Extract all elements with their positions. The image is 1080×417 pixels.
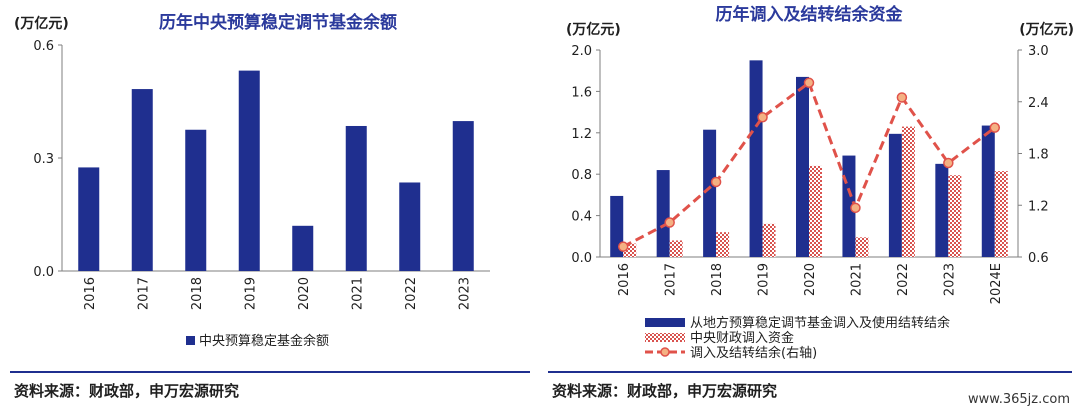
left-y-tick-label: 0.3	[33, 152, 54, 167]
left-legend-swatch	[186, 336, 195, 345]
left-bar-2016	[78, 167, 100, 271]
right-bar-local-2017	[656, 170, 670, 257]
left-plot-area: 0.0 0.3 0.6 2016 2017 2018 2019 2020 2021 2022 202…	[33, 39, 490, 310]
right-legend-swatch-pattern	[645, 333, 685, 342]
right-total-marker-2017	[664, 217, 675, 228]
right-x-tick-label: 2022	[896, 263, 911, 296]
left-x-tick-label: 2021	[350, 277, 365, 310]
left-x-tick-label: 2019	[243, 277, 258, 310]
right-y-tick-label: 1.6	[571, 85, 592, 100]
right-bar-central-2017	[669, 240, 683, 257]
right-legend-label-2: 中央财政调入资金	[690, 330, 794, 346]
right-y2-tick-label: 1.8	[1028, 148, 1049, 163]
right-bar-central-2020	[809, 165, 822, 257]
left-legend-label: 中央预算稳定基金余额	[199, 333, 329, 349]
right-legend-label-1: 从地方预算稳定调节基金调入及使用结转结余	[690, 315, 950, 331]
right-x-tick-label: 2024E	[989, 263, 1004, 304]
right-total-marker-2019	[757, 112, 768, 123]
right-x-tick-label: 2016	[617, 263, 632, 296]
right-total-marker-2020	[803, 77, 815, 89]
right-legend-swatch-marker	[660, 347, 670, 357]
right-legend-label-3: 调入及结转结余(右轴)	[690, 345, 817, 361]
right-x-tick-label: 2021	[849, 263, 864, 296]
left-bar-2022	[399, 182, 421, 271]
right-total-line	[622, 80, 996, 248]
left-bar-2017	[131, 89, 153, 271]
left-x-tick-label: 2016	[83, 277, 98, 310]
right-bar-central-2022	[901, 126, 915, 257]
right-bar-local-2024E	[981, 125, 995, 258]
left-chart-title: 历年中央预算稳定调节基金余额	[159, 12, 397, 33]
right-x-tick-label: 2017	[664, 263, 679, 296]
left-x-tick-label: 2017	[136, 277, 151, 310]
right-plot-area: 0.0 0.4 0.8 1.2 1.6 2.0 0.6 1.2 1.8 2.4 3.0 2016 201…	[571, 44, 1048, 304]
right-bar-central-2019	[762, 223, 776, 257]
right-y2-tick-label: 3.0	[1028, 44, 1049, 59]
right-left-unit-label: (万亿元)	[566, 21, 621, 38]
left-bar-2018	[185, 129, 207, 271]
watermark-text: www.365jz.com	[968, 392, 1070, 407]
right-x-tick-label: 2023	[942, 263, 957, 296]
right-y-tick-label: 0.8	[571, 168, 592, 183]
right-bar-local-2018	[703, 129, 717, 257]
right-source-note: 资料来源：财政部，申万宏源研究	[552, 382, 777, 400]
right-legend-swatch-navy	[645, 318, 685, 327]
left-bar-2020	[292, 225, 314, 271]
right-y2-tick-label: 0.6	[1028, 251, 1049, 266]
left-bar-2023	[452, 121, 474, 271]
right-x-tick-label: 2018	[710, 263, 725, 296]
right-y2-tick-label: 2.4	[1028, 96, 1049, 111]
left-unit-label: (万亿元)	[14, 15, 69, 32]
right-bar-local-2023	[935, 163, 949, 257]
right-y2-tick-label: 1.2	[1028, 199, 1049, 214]
right-bar-central-2024E	[994, 171, 1008, 257]
right-right-unit-label: (万亿元)	[1019, 21, 1074, 38]
left-x-tick-label: 2020	[297, 277, 312, 310]
right-bar-central-2018	[716, 232, 730, 257]
left-source-note: 资料来源：财政部，申万宏源研究	[14, 382, 239, 400]
right-x-tick-label: 2019	[757, 263, 772, 296]
left-x-tick-label: 2022	[404, 277, 419, 310]
right-bar-local-2016	[610, 195, 624, 257]
right-bar-local-2019	[749, 60, 763, 257]
right-y-tick-label: 2.0	[571, 44, 592, 59]
left-x-tick-label: 2023	[457, 277, 472, 310]
right-total-marker-2022	[896, 92, 908, 103]
right-bar-local-2022	[888, 133, 902, 257]
left-y-tick-label: 0.0	[33, 265, 54, 280]
left-bar-2019	[238, 70, 260, 271]
left-x-tick-label: 2018	[190, 277, 205, 310]
right-y-tick-label: 0.4	[571, 210, 592, 225]
right-bar-central-2023	[948, 175, 962, 257]
right-bar-local-2020	[796, 76, 809, 257]
right-y-tick-label: 0.0	[571, 251, 592, 266]
right-total-marker-2021	[850, 202, 861, 214]
right-bar-central-2021	[855, 237, 869, 257]
right-y-tick-label: 1.2	[571, 127, 592, 142]
left-bar-2021	[345, 125, 367, 271]
right-chart-title: 历年调入及结转结余资金	[716, 4, 904, 25]
left-y-tick-label: 0.6	[33, 39, 54, 54]
right-total-marker-2016	[617, 241, 629, 252]
right-total-marker-2018	[710, 176, 722, 188]
right-total-marker-2024E	[989, 122, 1001, 133]
right-total-marker-2023	[943, 157, 954, 169]
right-x-tick-label: 2020	[803, 263, 818, 296]
